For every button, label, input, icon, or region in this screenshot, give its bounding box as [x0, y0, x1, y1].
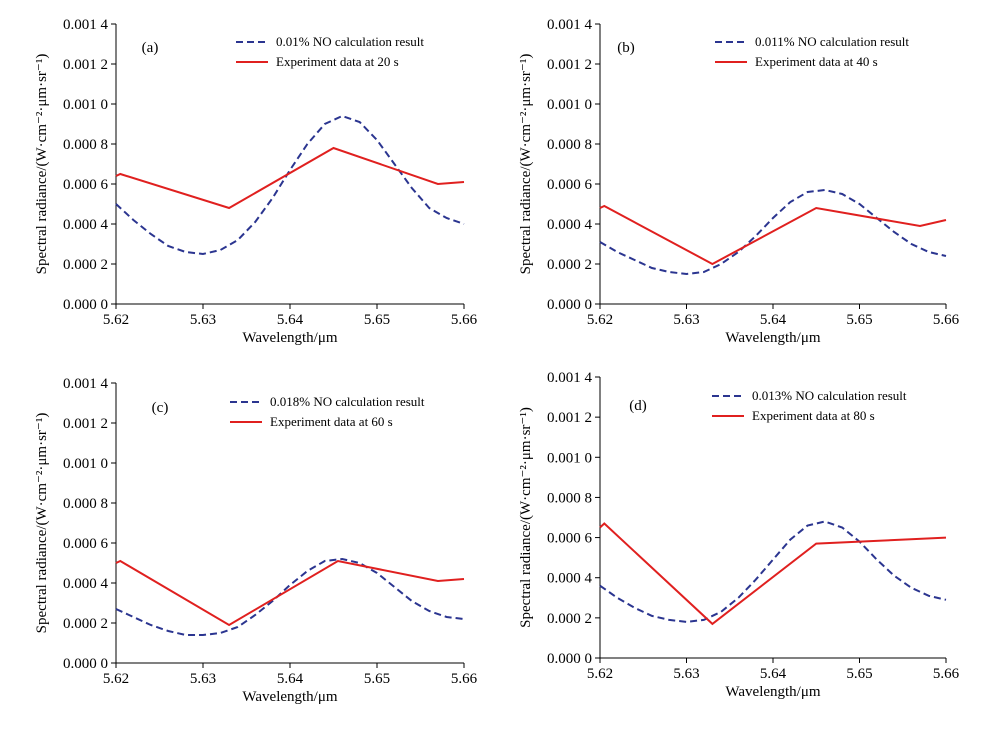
y-tick-label: 0.001 2	[547, 57, 592, 73]
x-tick-label: 5.63	[673, 312, 699, 328]
x-axis-title: Wavelength/μm	[725, 330, 820, 346]
x-tick-label: 5.62	[103, 312, 129, 328]
legend-label: Experiment data at 80 s	[752, 408, 875, 423]
y-axis-title: Spectral radiance/(W·cm⁻²·μm·sr⁻¹)	[518, 54, 534, 275]
experiment-series-line	[115, 146, 465, 210]
x-tick-label: 5.63	[190, 671, 216, 687]
y-tick-label: 0.000 2	[63, 616, 108, 632]
y-tick-label: 0.000 0	[63, 656, 108, 672]
x-axis-title: Wavelength/μm	[242, 330, 337, 346]
calculation-series-line	[599, 520, 947, 623]
y-tick-label: 0.000 8	[547, 137, 592, 153]
x-tick-label: 5.63	[190, 312, 216, 328]
x-tick-label: 5.65	[364, 312, 390, 328]
x-axis-title: Wavelength/μm	[242, 689, 337, 705]
y-tick-label: 0.000 2	[547, 257, 592, 273]
y-tick-label: 0.001 4	[63, 17, 109, 33]
x-tick-label: 5.65	[364, 671, 390, 687]
x-tick-label: 5.64	[277, 312, 304, 328]
y-tick-label: 0.001 0	[63, 97, 108, 113]
legend-label: Experiment data at 20 s	[276, 54, 399, 69]
y-tick-label: 0.000 2	[63, 257, 108, 273]
calculation-series-line	[599, 188, 947, 276]
panel-label: (a)	[142, 40, 159, 56]
y-tick-label: 0.001 2	[63, 416, 108, 432]
legend-label: 0.01% NO calculation result	[276, 34, 424, 49]
y-tick-label: 0.000 0	[547, 651, 592, 667]
y-tick-label: 0.000 4	[63, 217, 109, 233]
y-axis-title: Spectral radiance/(W·cm⁻²·μm·sr⁻¹)	[518, 407, 534, 628]
panel-label: (c)	[152, 400, 169, 416]
y-tick-label: 0.000 2	[547, 611, 592, 627]
y-tick-label: 0.000 6	[547, 177, 593, 193]
x-tick-label: 5.66	[933, 666, 960, 682]
x-tick-label: 5.64	[760, 312, 787, 328]
y-tick-label: 0.000 6	[63, 177, 109, 193]
y-tick-label: 0.001 0	[547, 97, 592, 113]
y-axis-title: Spectral radiance/(W·cm⁻²·μm·sr⁻¹)	[34, 413, 50, 634]
legend-label: Experiment data at 40 s	[755, 54, 878, 69]
experiment-series-line	[599, 522, 947, 626]
chart-panel-2: 0.000 0 0.000 2 0.000 4 0.000 6 0.000 8 0.001…	[518, 17, 960, 346]
y-tick-label: 0.001 4	[547, 17, 593, 33]
experiment-series-line	[599, 204, 947, 266]
x-tick-label: 5.62	[587, 666, 613, 682]
x-tick-label: 5.65	[846, 666, 872, 682]
y-tick-label: 0.001 2	[547, 410, 592, 426]
y-tick-label: 0.000 4	[547, 571, 593, 587]
y-tick-label: 0.000 0	[63, 297, 108, 313]
x-tick-label: 5.66	[933, 312, 960, 328]
x-tick-label: 5.62	[103, 671, 129, 687]
x-tick-label: 5.62	[587, 312, 613, 328]
x-axis-title: Wavelength/μm	[725, 684, 820, 700]
x-tick-label: 5.63	[673, 666, 699, 682]
calculation-series-line	[115, 557, 465, 636]
calculation-series-line	[115, 114, 465, 256]
y-tick-label: 0.000 4	[63, 576, 109, 592]
x-tick-label: 5.66	[451, 671, 478, 687]
legend-label: 0.011% NO calculation result	[755, 34, 909, 49]
x-tick-label: 5.64	[760, 666, 787, 682]
y-axis-title: Spectral radiance/(W·cm⁻²·μm·sr⁻¹)	[34, 54, 50, 275]
chart-panel-1: 0.000 0 0.000 2 0.000 4 0.000 6 0.000 8 0.001…	[34, 17, 478, 346]
y-tick-label: 0.001 0	[63, 456, 108, 472]
y-tick-label: 0.000 8	[547, 490, 592, 506]
y-tick-label: 0.001 4	[63, 376, 109, 392]
panel-label: (d)	[629, 398, 647, 414]
y-tick-label: 0.001 2	[63, 57, 108, 73]
y-tick-label: 0.000 4	[547, 217, 593, 233]
y-tick-label: 0.001 4	[547, 370, 593, 386]
experiment-series-line	[115, 559, 465, 627]
legend-label: 0.013% NO calculation result	[752, 388, 907, 403]
y-tick-label: 0.000 6	[547, 531, 593, 547]
y-tick-label: 0.001 0	[547, 450, 592, 466]
y-tick-label: 0.000 0	[547, 297, 592, 313]
chart-panel-3: 0.000 0 0.000 2 0.000 4 0.000 6 0.000 8 0.001…	[34, 376, 478, 705]
y-tick-label: 0.000 8	[63, 137, 108, 153]
legend-label: Experiment data at 60 s	[270, 414, 393, 429]
x-tick-label: 5.65	[846, 312, 872, 328]
chart-panel-4: 0.000 0 0.000 2 0.000 4 0.000 6 0.000 8 0.001…	[518, 370, 960, 700]
y-tick-label: 0.000 6	[63, 536, 109, 552]
x-tick-label: 5.66	[451, 312, 478, 328]
legend-label: 0.018% NO calculation result	[270, 394, 425, 409]
y-tick-label: 0.000 8	[63, 496, 108, 512]
panel-label: (b)	[617, 40, 635, 56]
x-tick-label: 5.64	[277, 671, 304, 687]
